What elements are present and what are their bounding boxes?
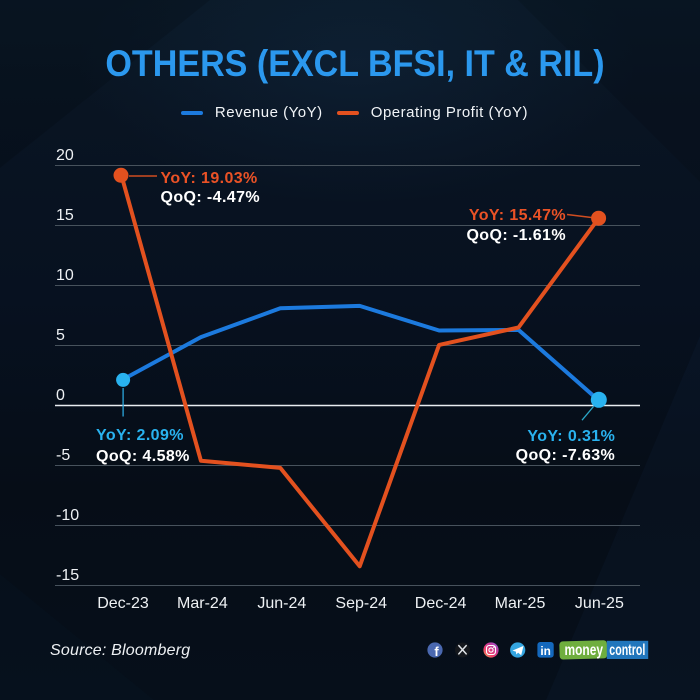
svg-text:control: control: [609, 642, 645, 659]
svg-text:in: in: [540, 644, 550, 658]
svg-text:f: f: [434, 644, 439, 659]
svg-text:money: money: [565, 642, 604, 659]
